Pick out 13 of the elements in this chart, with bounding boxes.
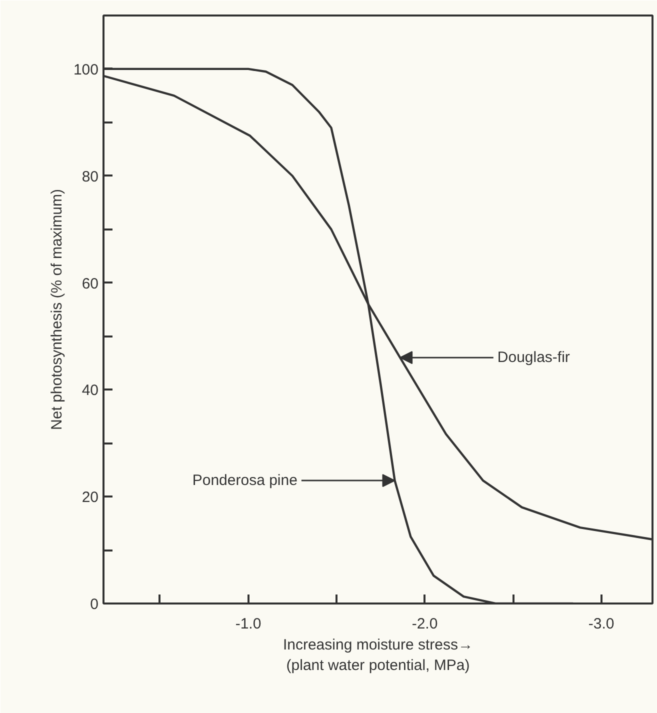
annotation: Douglas-fir [497,349,570,366]
y-tick-label: 40 [82,382,99,400]
y-tick-label: 100 [73,61,99,78]
x-tick-label: -3.0 [588,616,614,632]
y-tick-label: 20 [82,489,99,506]
y-tick-label: 0 [90,596,98,613]
x-axis-title: Increasing moisture stress→ (plant water potential, MPa) [282,636,474,674]
annotation: Ponderosa pine [192,472,298,490]
x-tick-label: -2.0 [412,616,438,632]
y-axis-title: Net photosynthesis (% of maximum) [48,189,66,430]
x-tick-label: -1.0 [235,616,262,632]
y-tick-label: 60 [82,275,99,292]
y-tick-label: 80 [82,168,99,186]
